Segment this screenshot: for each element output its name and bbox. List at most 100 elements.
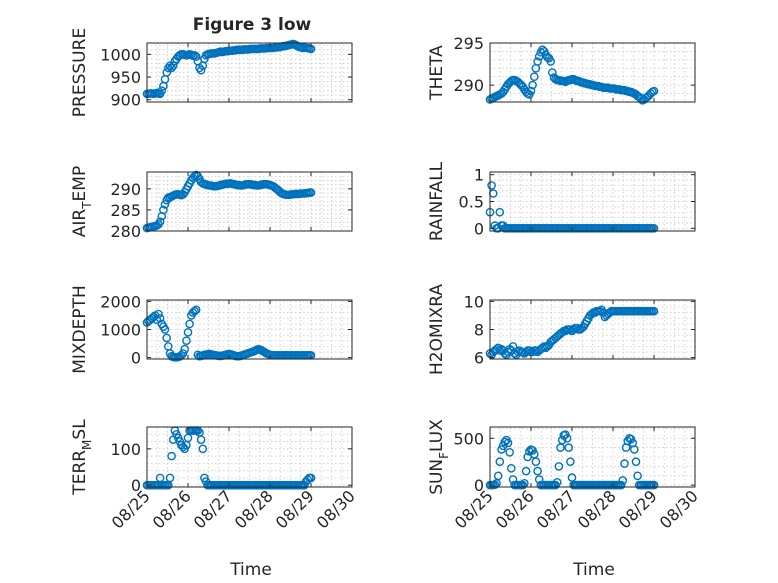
data-point [191,305,201,315]
y-tick-label: 950 [110,68,141,87]
data-point [493,471,503,481]
data-point [168,61,178,70]
data-point [649,86,659,96]
y-tick-label: 285 [110,201,141,220]
x-tick-label: 08/28 [574,486,620,532]
x-tick-label: 08/28 [231,486,277,532]
y-tick-label: 1000 [100,321,141,340]
y-tick-label: 0 [131,476,141,495]
data-point [306,188,316,197]
data-point [162,68,171,77]
x-axis-label-right: Time [572,560,615,580]
data-point [633,471,642,481]
data-point [155,313,165,323]
y-tick-label: 500 [453,429,484,448]
data-point [539,342,549,351]
data-point [530,72,539,81]
data-point [505,447,515,457]
data-point [631,457,641,467]
data-point [160,200,170,209]
subplot-2: 290 295 THETA [427,34,696,105]
data-point [495,457,505,467]
data-point [155,217,165,226]
x-tick-label: 08/27 [190,486,236,532]
data-point [564,443,574,452]
data-point [528,80,537,90]
data-point [183,327,193,337]
x-tick-label: 08/29 [272,486,318,532]
y-tick-label: 2000 [100,292,141,311]
y-tick-label: 280 [110,222,141,241]
data-point [526,86,536,96]
data-point [180,344,189,354]
data-point [182,336,191,346]
data-point [162,333,171,343]
axes-frame [489,42,696,103]
y-axis-label: PRESSURE [70,28,90,117]
x-tick-label: 08/26 [149,486,195,532]
y-tick-label: 295 [453,34,484,53]
x-tick-label: 08/30 [313,486,359,532]
x-axis-label-left: Time [229,560,272,580]
y-tick-label: 290 [110,180,141,199]
y-axis-label: THETA [427,45,447,101]
y-tick-label: 0.5 [459,193,484,212]
data-point [620,459,629,468]
data-point [154,309,163,319]
x-tick-label: 08/27 [533,486,579,532]
axes-frame [146,42,353,103]
data-point [618,476,628,485]
subplot-1: 900 950 1000 PRESSURE [70,28,353,117]
data-point [531,457,541,467]
data-point [546,57,556,66]
data-point [191,52,201,61]
data-point [198,444,208,454]
y-tick-label: 1 [474,166,484,185]
y-tick-label: 0 [474,219,484,238]
data-point [196,435,206,445]
data-point [506,463,516,473]
y-tick-label: 6 [474,349,484,368]
data-point [521,466,531,476]
data-point [190,306,199,316]
data-point [649,306,659,316]
y-axis-label: RAINFALL [427,161,447,241]
data-point [160,325,170,334]
data-point [503,438,513,448]
data-point [163,63,173,73]
y-tick-label: 100 [110,440,141,459]
y-axis-label: H2OMIXRA [427,284,447,375]
data-point [554,462,564,471]
data-point [165,473,175,483]
data-point [649,480,659,490]
y-tick-label: 0 [131,349,141,368]
axes-frame [489,426,696,488]
y-axis-label: AIRTEMP [70,166,94,237]
data-point [167,63,176,73]
x-tick-label: 08/29 [615,486,661,532]
data-point [165,61,175,70]
x-tick-label: 08/30 [656,486,702,532]
y-tick-label: 900 [110,91,141,110]
data-point [533,57,542,66]
y-tick-label: 0 [474,476,484,495]
y-tick-label: 10 [464,292,484,311]
axes-frame [146,426,353,488]
data-point [157,86,167,95]
data-point [159,205,168,215]
data-point [518,480,528,490]
data-point [196,65,206,75]
data-point [616,480,626,490]
subplot-7: 010008/2508/2608/2708/2808/2908/30TERRMS… [70,419,359,533]
y-axis-label: SUNFLUX [427,419,451,495]
y-tick-label: 290 [453,76,484,95]
data-point [487,181,496,190]
data-point [306,473,316,483]
axes-frame [146,171,353,232]
y-axis-label: TERRMSL [70,419,94,496]
data-point [533,466,542,476]
data-point [649,223,659,233]
subplot-5: 0 1000 2000 MIXDEPTH [70,285,353,374]
